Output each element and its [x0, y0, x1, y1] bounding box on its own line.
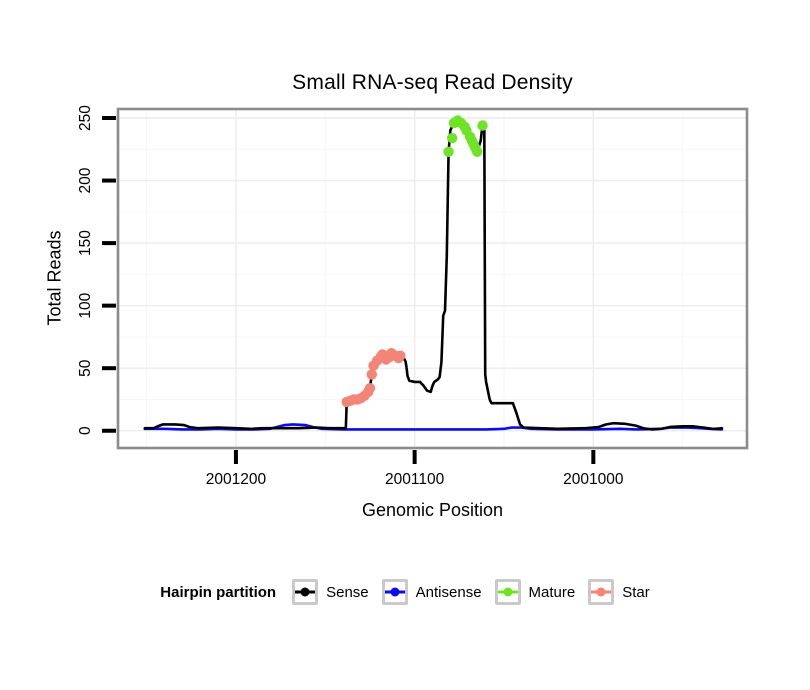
y-tick-label: 0 — [77, 426, 94, 435]
x-tick-label: 2001100 — [385, 471, 445, 488]
star-point — [366, 369, 377, 380]
y-tick-label: 200 — [77, 167, 94, 193]
x-tick-label: 2001000 — [563, 471, 624, 488]
sense-line — [143, 119, 724, 431]
mature-point — [471, 146, 483, 157]
legend-label-sense: Sense — [326, 583, 369, 601]
sense-key-icon — [292, 579, 319, 605]
star-point — [364, 383, 376, 394]
mature-key-icon — [494, 579, 521, 605]
mature-point — [446, 132, 458, 144]
y-tick-label: 50 — [77, 359, 94, 377]
plot-frame — [116, 107, 749, 450]
star-key-icon — [588, 579, 615, 605]
y-tick-label: 250 — [77, 105, 94, 131]
x-axis-title: Genomic Position — [361, 500, 504, 520]
y-tick-label: 150 — [77, 230, 94, 256]
legend-item-mature: Mature — [494, 579, 576, 605]
legend-label-antisense: Antisense — [415, 583, 482, 601]
antisense-key-icon — [381, 579, 408, 605]
chart-title: Small RNA-seq Read Density — [292, 71, 573, 94]
legend-item-antisense: Antisense — [381, 579, 482, 605]
legend-label-mature: Mature — [528, 583, 576, 601]
x-tick-label: 2001200 — [206, 471, 267, 488]
legend: Hairpin partition Sense Antisense Mature… — [0, 579, 810, 605]
star-point — [395, 350, 406, 361]
mature-point — [477, 120, 488, 131]
y-tick-label: 100 — [77, 292, 94, 318]
legend-title: Hairpin partition — [160, 583, 277, 601]
legend-item-sense: Sense — [292, 579, 369, 605]
mature-point — [443, 146, 454, 157]
legend-item-star: Star — [588, 579, 650, 605]
y-axis-title: Total Reads — [44, 230, 65, 326]
legend-label-star: Star — [622, 583, 650, 601]
